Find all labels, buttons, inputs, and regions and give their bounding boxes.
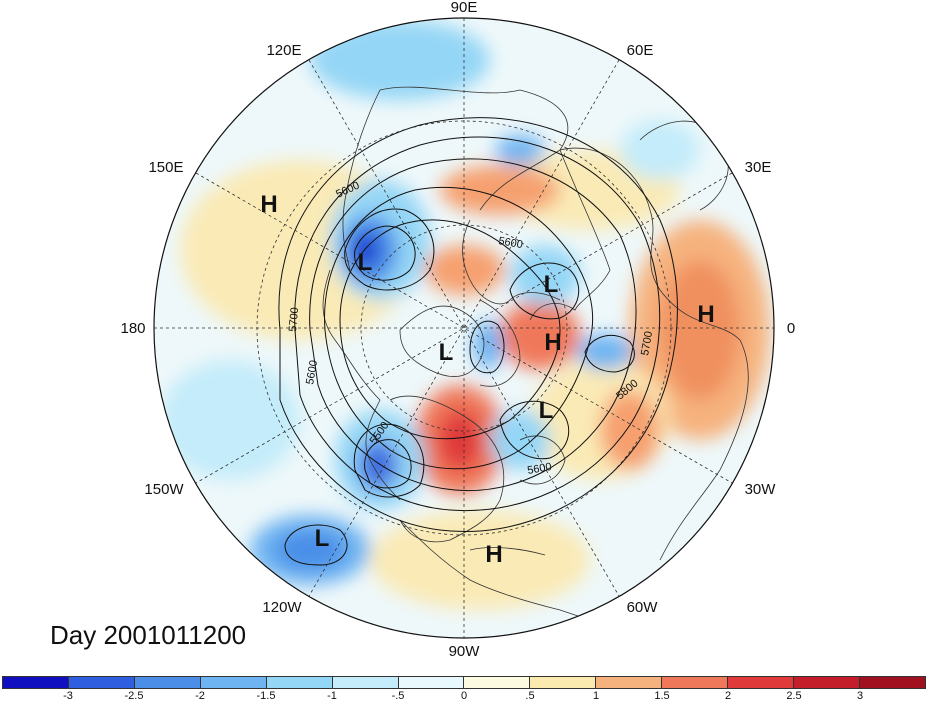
colorbar-tick-label: 3 bbox=[856, 690, 864, 702]
colorbar-tick-label: .5 bbox=[525, 690, 535, 702]
colorbar-swatch bbox=[596, 676, 663, 689]
colorbar-swatch bbox=[332, 676, 399, 689]
lon-label-60w: 60W bbox=[627, 599, 659, 616]
lon-label-150w: 150W bbox=[144, 481, 184, 498]
pressure-centers: H L L L H L H L H bbox=[260, 191, 714, 568]
colorbar-swatch bbox=[794, 676, 860, 689]
colorbar-swatch bbox=[728, 676, 795, 689]
colorbar-tick-label: -3 bbox=[63, 690, 73, 702]
contour-label: 5600 bbox=[304, 359, 320, 385]
colorbar-tick-label: -.5 bbox=[391, 690, 405, 702]
high-center-marker: H bbox=[697, 301, 714, 328]
lon-label-120w: 120W bbox=[262, 599, 302, 616]
colorbar-swatch bbox=[859, 676, 926, 689]
colorbar-swatch bbox=[134, 676, 201, 689]
height-contours bbox=[278, 117, 678, 566]
low-center-marker: L bbox=[539, 397, 554, 424]
colorbar-swatch bbox=[266, 676, 333, 689]
graticule bbox=[154, 18, 774, 638]
colorbar-labels: -3 -2.5 -2 -1.5 -1 -.5 0 .5 1 1.5 2 2.5 3 bbox=[0, 690, 928, 702]
colorbar-swatch bbox=[398, 676, 465, 689]
colorbar-tick-label: 1 bbox=[592, 690, 600, 702]
contour-label: 5700 bbox=[639, 330, 655, 356]
anomaly-field bbox=[154, 18, 774, 638]
colorbar-swatch bbox=[200, 676, 267, 689]
lon-label-30w: 30W bbox=[745, 481, 777, 498]
map-title: Day 2001011200 bbox=[50, 620, 247, 650]
colorbar bbox=[2, 676, 926, 689]
contour-label: 5600 bbox=[497, 235, 523, 251]
low-center-marker: L bbox=[358, 249, 373, 276]
lon-label-90e: 90E bbox=[451, 0, 478, 16]
lon-label-180: 180 bbox=[120, 320, 145, 337]
colorbar-tick-label: -2 bbox=[195, 690, 205, 702]
lon-label-30e: 30E bbox=[745, 159, 772, 176]
map-border bbox=[153, 17, 775, 639]
contour-label: 5600 bbox=[526, 461, 552, 477]
colorbar-swatch bbox=[464, 676, 531, 689]
high-center-marker: H bbox=[485, 541, 502, 568]
colorbar-tick-label: -1.5 bbox=[256, 690, 276, 702]
colorbar-tick-label: 0 bbox=[460, 690, 468, 702]
contour-label: 5700 bbox=[287, 307, 301, 332]
colorbar-tick-label: 1.5 bbox=[654, 690, 670, 702]
lon-label-60e: 60E bbox=[627, 42, 654, 59]
lon-label-0: 0 bbox=[787, 320, 795, 337]
colorbar-tick-label: -2.5 bbox=[124, 690, 144, 702]
longitude-labels: 90E 60E 30E 0 30W 60W 90W 120W 150W 180 … bbox=[120, 0, 795, 660]
colorbar-swatch bbox=[530, 676, 597, 689]
colorbar-tick-label: 2 bbox=[724, 690, 732, 702]
lon-label-120e: 120E bbox=[266, 42, 301, 59]
colorbar-swatch bbox=[662, 676, 729, 689]
low-center-marker: L bbox=[439, 339, 454, 366]
low-center-marker: L bbox=[544, 271, 559, 298]
colorbar-swatch bbox=[68, 676, 135, 689]
colorbar-swatch bbox=[2, 676, 69, 689]
colorbar-tick-label: -1 bbox=[327, 690, 337, 702]
high-center-marker: H bbox=[260, 191, 277, 218]
lon-label-150e: 150E bbox=[148, 159, 183, 176]
lon-label-90w: 90W bbox=[449, 643, 481, 660]
high-center-marker: H bbox=[544, 329, 561, 356]
colorbar-tick-label: 2.5 bbox=[786, 690, 802, 702]
low-center-marker: L bbox=[315, 525, 330, 552]
